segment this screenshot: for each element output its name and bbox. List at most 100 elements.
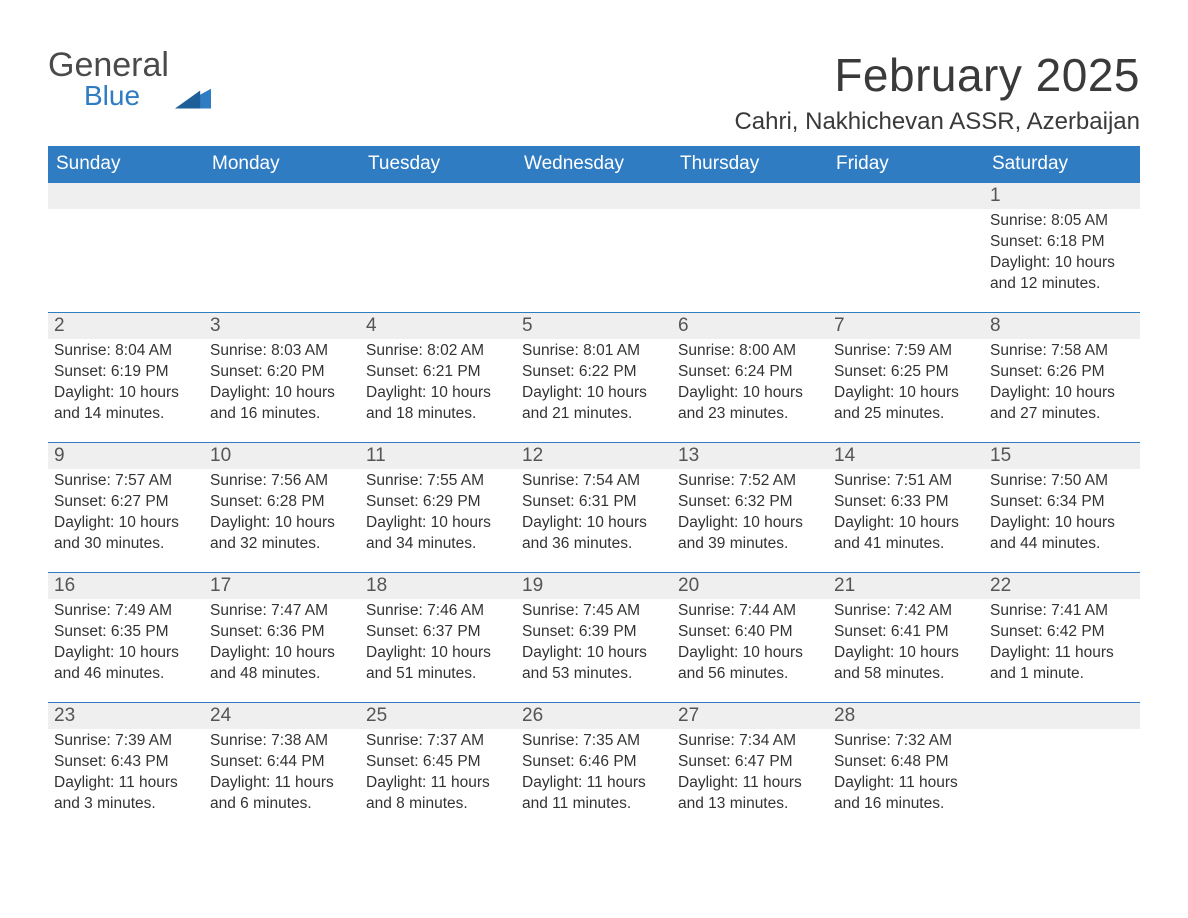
calendar-cell: 13Sunrise: 7:52 AMSunset: 6:32 PMDayligh…	[672, 443, 828, 573]
daylight-text: Daylight: 10 hours and 51 minutes.	[366, 643, 510, 685]
day-number: 19	[516, 573, 672, 599]
day-number: 26	[516, 703, 672, 729]
day-number	[48, 183, 204, 209]
sunset-text: Sunset: 6:32 PM	[678, 492, 822, 513]
sunrise-text: Sunrise: 7:56 AM	[210, 471, 354, 492]
day-number	[984, 703, 1140, 729]
day-details: Sunrise: 7:55 AMSunset: 6:29 PMDaylight:…	[360, 469, 516, 565]
sunrise-text: Sunrise: 7:46 AM	[366, 601, 510, 622]
calendar-table: Sunday Monday Tuesday Wednesday Thursday…	[48, 146, 1140, 833]
calendar-cell: 12Sunrise: 7:54 AMSunset: 6:31 PMDayligh…	[516, 443, 672, 573]
day-number: 25	[360, 703, 516, 729]
calendar-cell: 6Sunrise: 8:00 AMSunset: 6:24 PMDaylight…	[672, 313, 828, 443]
day-details: Sunrise: 7:42 AMSunset: 6:41 PMDaylight:…	[828, 599, 984, 695]
sunrise-text: Sunrise: 7:57 AM	[54, 471, 198, 492]
sunrise-text: Sunrise: 8:05 AM	[990, 211, 1134, 232]
sunset-text: Sunset: 6:26 PM	[990, 362, 1134, 383]
sunset-text: Sunset: 6:44 PM	[210, 752, 354, 773]
day-details: Sunrise: 7:37 AMSunset: 6:45 PMDaylight:…	[360, 729, 516, 825]
daylight-text: Daylight: 10 hours and 32 minutes.	[210, 513, 354, 555]
calendar-week-row: 23Sunrise: 7:39 AMSunset: 6:43 PMDayligh…	[48, 703, 1140, 833]
sunrise-text: Sunrise: 8:04 AM	[54, 341, 198, 362]
day-number	[828, 183, 984, 209]
calendar-cell: 3Sunrise: 8:03 AMSunset: 6:20 PMDaylight…	[204, 313, 360, 443]
day-header: Friday	[828, 146, 984, 183]
day-header: Saturday	[984, 146, 1140, 183]
sunset-text: Sunset: 6:25 PM	[834, 362, 978, 383]
sunset-text: Sunset: 6:46 PM	[522, 752, 666, 773]
calendar-cell: 5Sunrise: 8:01 AMSunset: 6:22 PMDaylight…	[516, 313, 672, 443]
sunset-text: Sunset: 6:18 PM	[990, 232, 1134, 253]
daylight-text: Daylight: 10 hours and 44 minutes.	[990, 513, 1134, 555]
calendar-cell: 14Sunrise: 7:51 AMSunset: 6:33 PMDayligh…	[828, 443, 984, 573]
day-details: Sunrise: 8:03 AMSunset: 6:20 PMDaylight:…	[204, 339, 360, 435]
daylight-text: Daylight: 10 hours and 23 minutes.	[678, 383, 822, 425]
day-details: Sunrise: 7:46 AMSunset: 6:37 PMDaylight:…	[360, 599, 516, 695]
calendar-cell: 8Sunrise: 7:58 AMSunset: 6:26 PMDaylight…	[984, 313, 1140, 443]
day-number: 13	[672, 443, 828, 469]
daylight-text: Daylight: 11 hours and 1 minute.	[990, 643, 1134, 685]
sunset-text: Sunset: 6:21 PM	[366, 362, 510, 383]
day-number	[516, 183, 672, 209]
day-number: 18	[360, 573, 516, 599]
day-number: 8	[984, 313, 1140, 339]
day-number: 9	[48, 443, 204, 469]
sunrise-text: Sunrise: 7:59 AM	[834, 341, 978, 362]
day-number: 15	[984, 443, 1140, 469]
day-number: 14	[828, 443, 984, 469]
day-details: Sunrise: 7:58 AMSunset: 6:26 PMDaylight:…	[984, 339, 1140, 435]
sunrise-text: Sunrise: 7:42 AM	[834, 601, 978, 622]
sunrise-text: Sunrise: 7:32 AM	[834, 731, 978, 752]
sunset-text: Sunset: 6:47 PM	[678, 752, 822, 773]
calendar-cell: 26Sunrise: 7:35 AMSunset: 6:46 PMDayligh…	[516, 703, 672, 833]
calendar-cell: 10Sunrise: 7:56 AMSunset: 6:28 PMDayligh…	[204, 443, 360, 573]
daylight-text: Daylight: 11 hours and 11 minutes.	[522, 773, 666, 815]
sunset-text: Sunset: 6:37 PM	[366, 622, 510, 643]
day-number: 24	[204, 703, 360, 729]
sunrise-text: Sunrise: 7:52 AM	[678, 471, 822, 492]
sunrise-text: Sunrise: 7:58 AM	[990, 341, 1134, 362]
sunrise-text: Sunrise: 7:37 AM	[366, 731, 510, 752]
day-details: Sunrise: 7:41 AMSunset: 6:42 PMDaylight:…	[984, 599, 1140, 695]
calendar-cell: 27Sunrise: 7:34 AMSunset: 6:47 PMDayligh…	[672, 703, 828, 833]
day-number: 16	[48, 573, 204, 599]
sunrise-text: Sunrise: 7:50 AM	[990, 471, 1134, 492]
daylight-text: Daylight: 10 hours and 36 minutes.	[522, 513, 666, 555]
sunset-text: Sunset: 6:40 PM	[678, 622, 822, 643]
calendar-cell: 23Sunrise: 7:39 AMSunset: 6:43 PMDayligh…	[48, 703, 204, 833]
day-header: Wednesday	[516, 146, 672, 183]
calendar-cell: 4Sunrise: 8:02 AMSunset: 6:21 PMDaylight…	[360, 313, 516, 443]
calendar-cell: 24Sunrise: 7:38 AMSunset: 6:44 PMDayligh…	[204, 703, 360, 833]
sunrise-text: Sunrise: 7:54 AM	[522, 471, 666, 492]
day-details: Sunrise: 7:45 AMSunset: 6:39 PMDaylight:…	[516, 599, 672, 695]
sunset-text: Sunset: 6:39 PM	[522, 622, 666, 643]
day-details: Sunrise: 8:01 AMSunset: 6:22 PMDaylight:…	[516, 339, 672, 435]
sunset-text: Sunset: 6:34 PM	[990, 492, 1134, 513]
daylight-text: Daylight: 11 hours and 3 minutes.	[54, 773, 198, 815]
daylight-text: Daylight: 10 hours and 30 minutes.	[54, 513, 198, 555]
flag-icon	[175, 80, 211, 110]
day-number	[204, 183, 360, 209]
day-details: Sunrise: 7:39 AMSunset: 6:43 PMDaylight:…	[48, 729, 204, 825]
day-details: Sunrise: 7:54 AMSunset: 6:31 PMDaylight:…	[516, 469, 672, 565]
day-details: Sunrise: 8:05 AMSunset: 6:18 PMDaylight:…	[984, 209, 1140, 305]
sunrise-text: Sunrise: 7:49 AM	[54, 601, 198, 622]
calendar-cell: 21Sunrise: 7:42 AMSunset: 6:41 PMDayligh…	[828, 573, 984, 703]
day-number	[672, 183, 828, 209]
calendar-cell: 9Sunrise: 7:57 AMSunset: 6:27 PMDaylight…	[48, 443, 204, 573]
day-number: 28	[828, 703, 984, 729]
daylight-text: Daylight: 10 hours and 16 minutes.	[210, 383, 354, 425]
sunrise-text: Sunrise: 8:03 AM	[210, 341, 354, 362]
day-number: 5	[516, 313, 672, 339]
daylight-text: Daylight: 11 hours and 16 minutes.	[834, 773, 978, 815]
daylight-text: Daylight: 10 hours and 58 minutes.	[834, 643, 978, 685]
sunrise-text: Sunrise: 7:51 AM	[834, 471, 978, 492]
daylight-text: Daylight: 10 hours and 39 minutes.	[678, 513, 822, 555]
sunset-text: Sunset: 6:20 PM	[210, 362, 354, 383]
day-details: Sunrise: 7:57 AMSunset: 6:27 PMDaylight:…	[48, 469, 204, 565]
day-details: Sunrise: 8:04 AMSunset: 6:19 PMDaylight:…	[48, 339, 204, 435]
calendar-cell	[48, 183, 204, 313]
day-number: 23	[48, 703, 204, 729]
calendar-week-row: 2Sunrise: 8:04 AMSunset: 6:19 PMDaylight…	[48, 313, 1140, 443]
location-subtitle: Cahri, Nakhichevan ASSR, Azerbaijan	[734, 108, 1140, 136]
